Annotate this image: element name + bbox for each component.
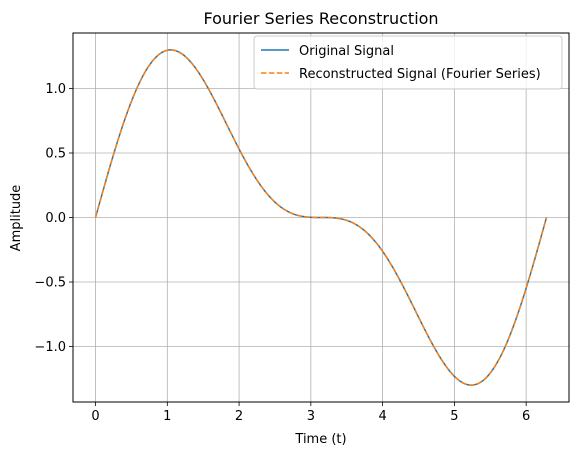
x-tick-label: 3 xyxy=(307,409,315,424)
y-tick-label: 0.5 xyxy=(45,146,66,161)
y-tick-label: −0.5 xyxy=(34,276,66,291)
y-tick-label: 0.0 xyxy=(45,211,66,226)
x-tick-label: 2 xyxy=(235,409,243,424)
legend-label-reconstructed: Reconstructed Signal (Fourier Series) xyxy=(299,67,541,82)
x-tick-label: 5 xyxy=(450,409,458,424)
y-axis-label: Amplitude xyxy=(9,185,24,252)
x-tick-label: 1 xyxy=(163,409,171,424)
legend-label-original: Original Signal xyxy=(299,44,394,59)
x-tick-label: 6 xyxy=(522,409,530,424)
chart-title: Fourier Series Reconstruction xyxy=(203,9,438,28)
axis-ticks: 0 1 2 3 4 5 6 −1.0 −0.5 0.0 0.5 1.0 xyxy=(34,82,530,424)
x-tick-label: 0 xyxy=(91,409,99,424)
x-tick-label: 4 xyxy=(378,409,386,424)
x-axis-label: Time (t) xyxy=(294,432,346,447)
y-tick-label: −1.0 xyxy=(34,340,66,355)
y-tick-label: 1.0 xyxy=(45,82,66,97)
legend: Original Signal Reconstructed Signal (Fo… xyxy=(254,36,562,89)
